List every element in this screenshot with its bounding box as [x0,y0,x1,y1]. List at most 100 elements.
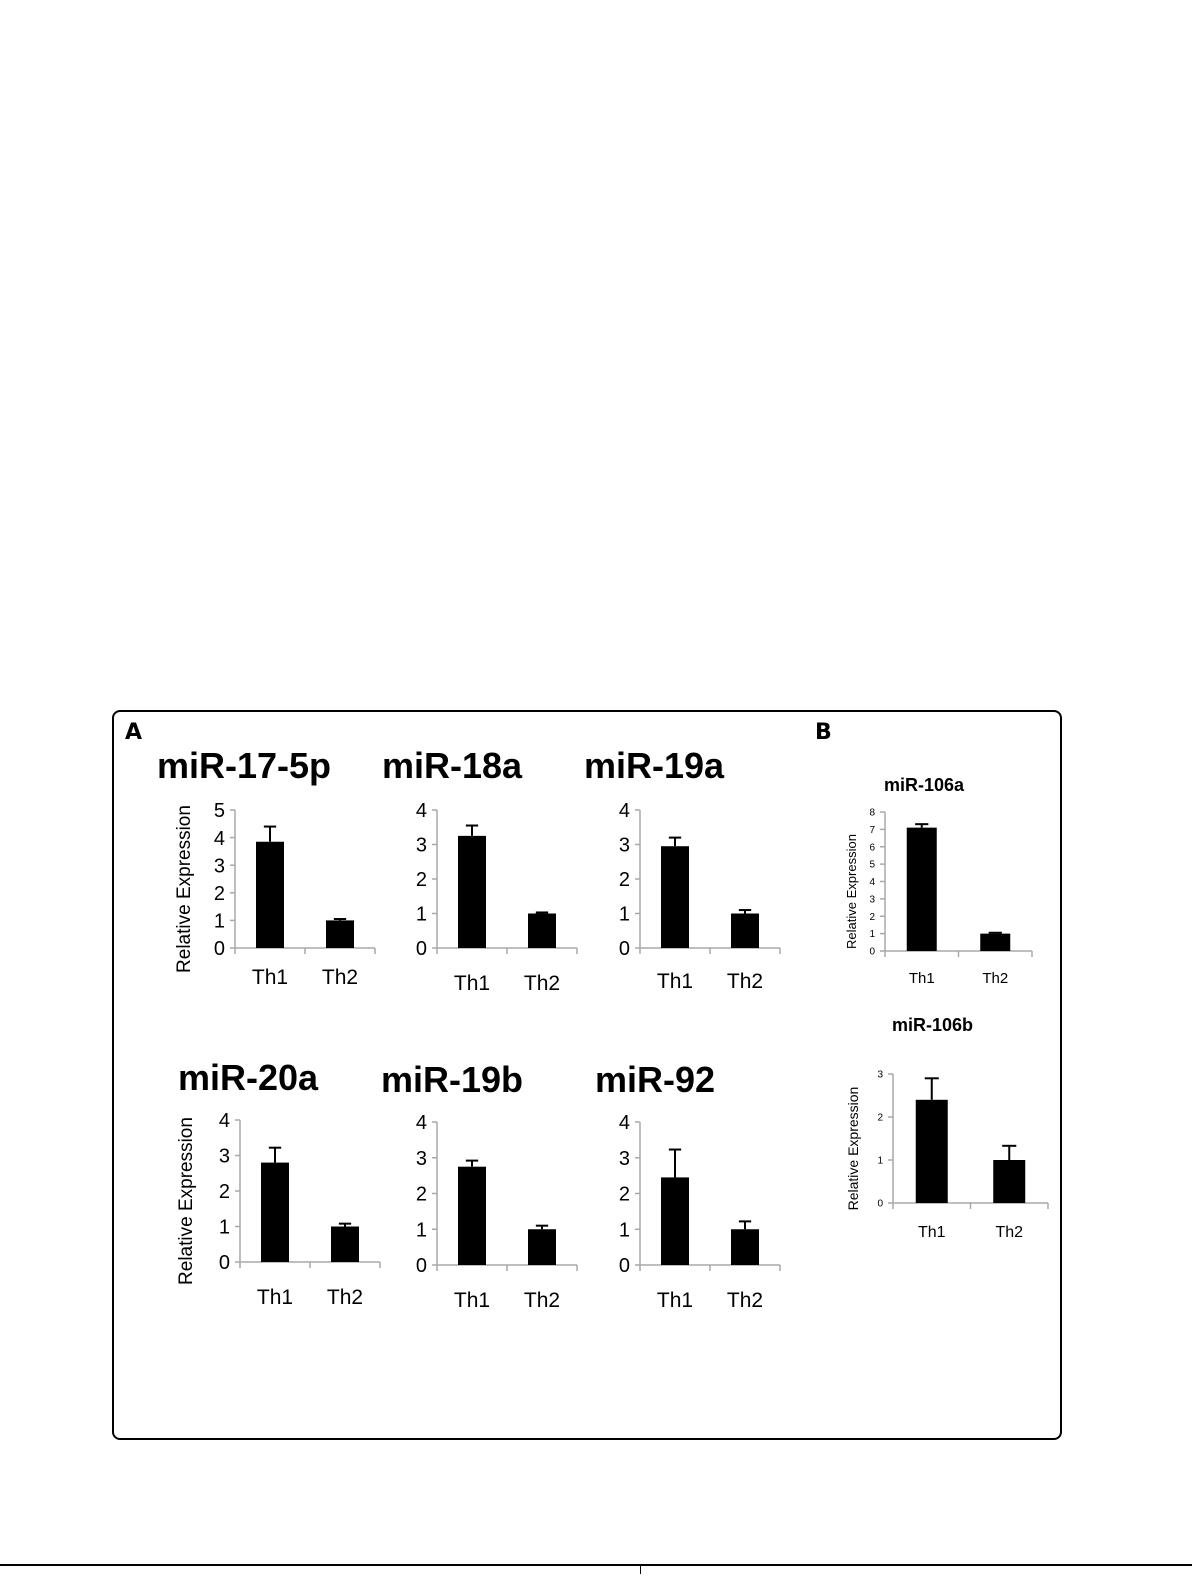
bar [915,1099,948,1203]
y-tick-label: 2 [219,1181,230,1203]
y-tick-label: 4 [619,800,630,822]
y-tick-label: 2 [416,869,427,891]
y-tick-label: 5 [869,860,875,871]
bar [661,846,689,948]
chart-title-mir-106a: miR-106a [884,775,965,795]
bar [993,1160,1026,1203]
x-tick-label: Th1 [657,1289,693,1312]
x-tick-label: Th1 [257,1286,293,1309]
page-bottom-rule [0,1564,1192,1566]
y-tick-label: 1 [877,1156,883,1167]
y-tick-label: 0 [877,1199,883,1210]
chart-title-mir-20a: miR-20a [178,1057,319,1098]
x-tick-label: Th2 [727,970,763,993]
y-tick-label: 4 [214,828,225,850]
bar [661,1177,689,1265]
x-tick-label: Th1 [454,1289,490,1312]
x-tick-label: Th2 [524,1289,560,1312]
y-tick-label: 3 [416,1148,427,1170]
y-tick-label: 0 [214,938,225,960]
x-tick-label: Th2 [995,1224,1023,1241]
y-tick-label: 4 [416,800,427,822]
y-tick-label: 3 [869,894,875,905]
y-tick-label: 8 [869,808,875,819]
y-tick-label: 0 [416,938,427,960]
y-axis-label: Relative Expression [176,1117,197,1285]
y-tick-label: 3 [877,1070,883,1081]
x-tick-label: Th2 [322,966,358,989]
x-tick-label: Th1 [252,966,288,989]
y-tick-label: 4 [869,877,875,888]
bar [731,1229,759,1265]
y-tick-label: 0 [869,947,875,958]
y-tick-label: 7 [869,825,875,836]
y-tick-label: 3 [214,855,225,877]
y-tick-label: 2 [416,1184,427,1206]
x-tick-label: Th2 [327,1286,363,1309]
y-tick-label: 1 [416,1219,427,1241]
chart-title-mir-19b: miR-19b [381,1059,524,1100]
bar [458,835,486,948]
x-tick-label: Th2 [524,972,560,995]
bar [458,1166,486,1265]
bar [528,913,556,948]
chart-title-mir-17-5p: miR-17-5p [157,745,332,786]
x-tick-label: Th2 [727,1289,763,1312]
y-tick-label: 3 [219,1146,230,1168]
bar [528,1229,556,1265]
x-tick-label: Th1 [909,970,935,987]
y-tick-label: 5 [214,800,225,822]
y-tick-label: 4 [619,1112,630,1134]
y-axis-label: Relative Expression [844,834,859,949]
y-tick-label: 3 [619,835,630,857]
y-tick-label: 1 [869,929,875,940]
y-tick-label: 2 [877,1113,883,1124]
bar [326,920,354,948]
panel-label-b: B [815,720,832,745]
y-tick-label: 1 [214,911,225,933]
bar [906,827,937,951]
y-axis-label: Relative Expression [174,805,195,973]
y-tick-label: 2 [619,869,630,891]
y-tick-label: 0 [619,938,630,960]
y-tick-label: 0 [219,1252,230,1274]
y-tick-label: 4 [219,1110,230,1132]
x-tick-label: Th1 [918,1224,946,1241]
y-tick-label: 1 [619,1219,630,1241]
x-tick-label: Th2 [982,970,1008,987]
bar [261,1162,289,1262]
x-tick-label: Th1 [454,972,490,995]
y-tick-label: 1 [219,1217,230,1239]
y-tick-label: 0 [416,1255,427,1277]
y-tick-label: 2 [619,1184,630,1206]
y-tick-label: 2 [214,883,225,905]
y-tick-label: 3 [416,835,427,857]
y-tick-label: 3 [619,1148,630,1170]
chart-title-mir-19a: miR-19a [584,745,725,786]
panel-label-a: A [125,720,143,745]
chart-title-mir-106b: miR-106b [892,1015,974,1035]
y-tick-label: 6 [869,842,875,853]
y-tick-label: 0 [619,1255,630,1277]
y-tick-label: 1 [416,904,427,926]
y-axis-label: Relative Expression [845,1087,861,1211]
x-tick-label: Th1 [657,970,693,993]
bar [731,913,759,948]
chart-title-mir-92: miR-92 [595,1059,716,1100]
chart-title-mir-18a: miR-18a [382,745,523,786]
page-bottom-tick [640,1566,641,1574]
bar [980,933,1011,951]
y-tick-label: 2 [869,912,875,923]
bar [256,841,284,948]
y-tick-label: 4 [416,1112,427,1134]
y-tick-label: 1 [619,904,630,926]
bar [331,1226,359,1262]
